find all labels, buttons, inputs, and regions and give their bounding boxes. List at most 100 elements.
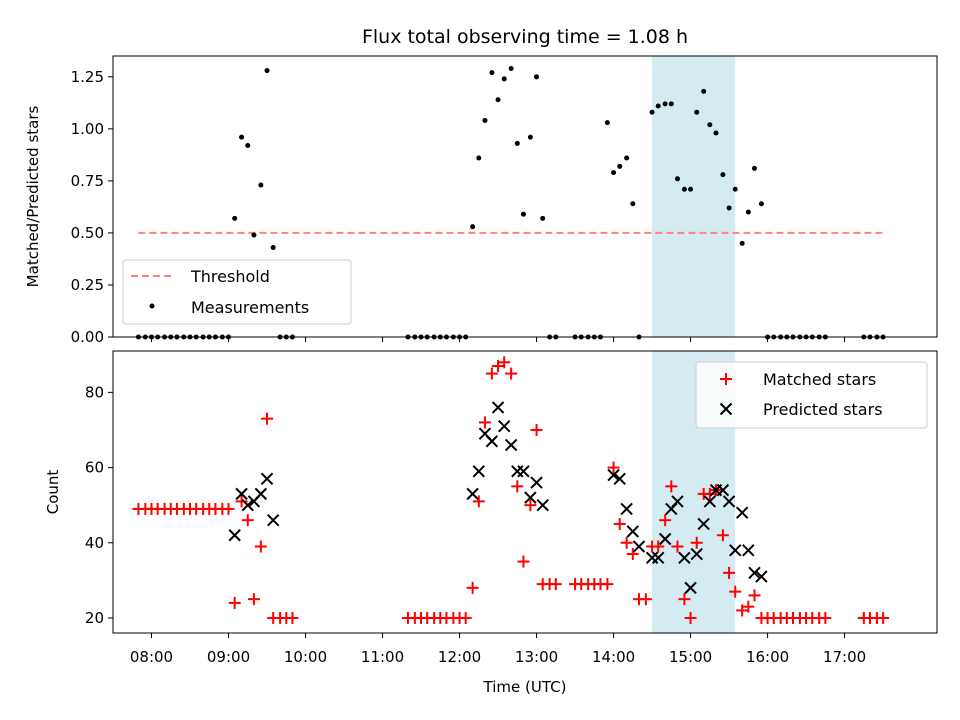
measurement-point bbox=[232, 215, 238, 221]
legend-x-marker bbox=[719, 402, 733, 416]
top-y-axis-label: Matched/Predicted stars bbox=[24, 106, 42, 288]
matched-star-point bbox=[748, 589, 761, 602]
bottom-legend: Matched stars Predicted stars bbox=[695, 361, 928, 429]
predicted-star-point bbox=[530, 476, 543, 489]
chart-title: Flux total observing time = 1.08 h bbox=[362, 26, 688, 48]
matched-star-point bbox=[247, 593, 260, 606]
measurement-point bbox=[617, 163, 623, 169]
y-tick-label: 80 bbox=[85, 383, 104, 401]
predicted-star-point bbox=[498, 419, 511, 433]
measurement-point bbox=[688, 186, 694, 192]
x-tick-label: 10:00 bbox=[284, 648, 327, 666]
matched-star-point bbox=[511, 480, 524, 493]
measurement-point bbox=[726, 205, 732, 211]
measurement-point bbox=[624, 155, 630, 161]
bottom-axes-frame bbox=[112, 350, 938, 634]
matched-star-point bbox=[703, 487, 716, 500]
matched-star-point bbox=[729, 585, 742, 598]
predicted-star-point bbox=[524, 491, 537, 504]
observing-span-top bbox=[652, 56, 736, 337]
predicted-star-point bbox=[511, 465, 524, 478]
legend-measurements-icon bbox=[149, 303, 155, 309]
predicted-star-point bbox=[755, 570, 768, 583]
predicted-star-point bbox=[235, 487, 248, 501]
x-tick-label: 13:00 bbox=[515, 648, 558, 666]
measurement-point bbox=[674, 176, 680, 182]
predicted-star-point bbox=[684, 581, 697, 595]
matched-star-point bbox=[222, 502, 235, 515]
measurement-point bbox=[258, 182, 264, 188]
y-tick-label: 60 bbox=[85, 459, 104, 477]
predicted-star-point bbox=[620, 502, 633, 516]
bottom-panel: 20 40 60 80 08:00 09:00 10:00 11:00 12:00 13:00 1… bbox=[44, 350, 938, 696]
matched-star-point bbox=[671, 540, 684, 553]
predicted-star-point bbox=[658, 532, 672, 546]
top-legend-box bbox=[122, 259, 352, 325]
predicted-star-point bbox=[697, 517, 710, 531]
predicted-star-point bbox=[703, 495, 717, 508]
measurement-point bbox=[482, 118, 488, 124]
measurement-point bbox=[527, 134, 533, 140]
y-tick-label: 20 bbox=[85, 609, 104, 627]
predicted-star-point bbox=[266, 513, 280, 527]
y-tick-label: 0.00 bbox=[71, 328, 104, 346]
matched-star-point bbox=[524, 499, 537, 512]
x-tick-label: 16:00 bbox=[746, 648, 789, 666]
measurement-point bbox=[745, 209, 751, 215]
measurement-point bbox=[520, 211, 526, 217]
top-panel: 0.00 0.25 0.50 0.75 1.00 1.25 Matched/Predict… bbox=[24, 55, 938, 346]
measurement-point bbox=[694, 109, 700, 115]
matched-stars-points bbox=[132, 356, 890, 624]
matched-star-point bbox=[620, 536, 633, 549]
matched-star-point bbox=[659, 514, 672, 527]
measurement-point bbox=[264, 68, 270, 74]
legend-plus-marker bbox=[720, 373, 732, 385]
y-tick-label: 0.75 bbox=[71, 172, 104, 190]
matched-star-point bbox=[684, 611, 697, 624]
measurement-point bbox=[514, 140, 520, 146]
measurement-point bbox=[604, 120, 610, 126]
matched-star-point bbox=[549, 578, 562, 591]
matched-star-point bbox=[716, 529, 729, 542]
predicted-star-point bbox=[485, 435, 499, 448]
measurement-point bbox=[707, 122, 713, 128]
y-tick-label: 1.25 bbox=[71, 68, 104, 86]
y-tick-label: 40 bbox=[85, 534, 104, 552]
predicted-star-point bbox=[729, 544, 742, 557]
matched-star-point bbox=[742, 600, 755, 613]
matched-star-point bbox=[517, 555, 530, 568]
bottom-y-axis-label: Count bbox=[44, 470, 62, 515]
measurement-point bbox=[655, 103, 661, 109]
measurement-point bbox=[495, 97, 501, 103]
matched-star-point bbox=[678, 593, 691, 606]
predicted-star-point bbox=[241, 498, 254, 512]
legend-threshold-label: Threshold bbox=[190, 267, 270, 286]
predicted-star-point bbox=[716, 483, 730, 497]
predicted-star-point bbox=[228, 529, 241, 542]
predicted-star-point bbox=[652, 551, 665, 565]
matched-star-point bbox=[607, 461, 620, 474]
top-x-ticks bbox=[151, 337, 846, 342]
predicted-star-point bbox=[517, 465, 530, 478]
measurement-point bbox=[701, 88, 707, 94]
matched-star-point bbox=[877, 611, 890, 624]
matched-star-point bbox=[505, 367, 518, 380]
measurement-point bbox=[540, 215, 546, 221]
x-tick-label: 14:00 bbox=[592, 648, 635, 666]
x-tick-label: 12:00 bbox=[438, 648, 481, 666]
matched-star-point bbox=[652, 540, 665, 553]
measurement-point bbox=[470, 224, 476, 230]
predicted-star-point bbox=[260, 472, 274, 486]
measurement-point bbox=[739, 240, 745, 246]
predicted-star-point bbox=[472, 465, 486, 478]
measurement-point bbox=[239, 134, 245, 140]
predicted-star-point bbox=[722, 495, 736, 508]
measurement-point bbox=[758, 201, 764, 207]
bottom-x-ticks: 08:00 09:00 10:00 11:00 12:00 13:00 14:00 15:00… bbox=[130, 633, 866, 666]
predicted-star-point bbox=[536, 498, 549, 512]
measurement-point bbox=[630, 201, 636, 207]
measurement-point bbox=[476, 155, 482, 161]
predicted-star-point bbox=[735, 506, 749, 519]
predicted-star-point bbox=[671, 495, 684, 508]
